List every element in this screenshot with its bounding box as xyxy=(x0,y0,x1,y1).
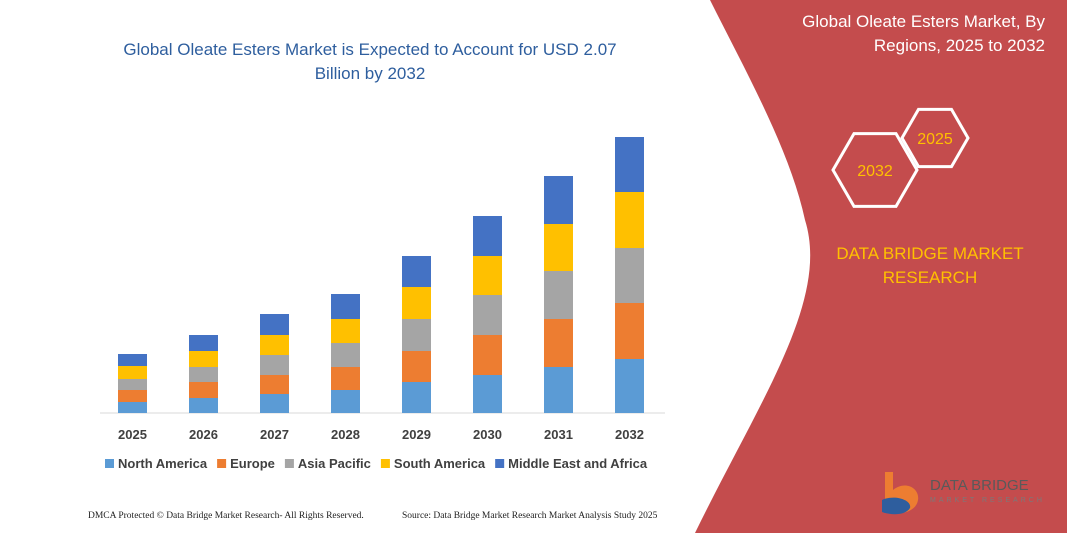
footer-left: DMCA Protected © Data Bridge Market Rese… xyxy=(88,510,364,521)
logo-tagline: MARKET RESEARCH xyxy=(930,497,1045,504)
bar-segment xyxy=(260,314,289,335)
bar-segment xyxy=(331,390,360,413)
bar-segment xyxy=(473,216,502,256)
bar-segment xyxy=(260,335,289,355)
x-tick-label: 2031 xyxy=(544,427,573,442)
legend-label: Middle East and Africa xyxy=(508,456,648,471)
x-tick-label: 2032 xyxy=(615,427,644,442)
side-panel xyxy=(695,0,1067,533)
bar-segment xyxy=(402,256,431,287)
legend-swatch xyxy=(105,459,114,468)
footer-right: Source: Data Bridge Market Research Mark… xyxy=(402,511,658,521)
bar-segment xyxy=(473,335,502,375)
bar-segment xyxy=(402,351,431,382)
hex-label: 2032 xyxy=(857,163,893,180)
bar-segment xyxy=(544,319,573,367)
bar-segment xyxy=(402,382,431,413)
bar-segment xyxy=(615,303,644,359)
bar-segment xyxy=(544,224,573,271)
bar-segment xyxy=(473,295,502,335)
bar-segment xyxy=(615,359,644,413)
brand: DATA BRIDGE MARKET RESEARCH xyxy=(836,244,1024,287)
hexagon xyxy=(831,132,919,208)
bar-segment xyxy=(544,176,573,224)
bar-segment xyxy=(118,366,147,379)
hex-label: 2025 xyxy=(917,131,953,148)
legend-label: South America xyxy=(394,456,486,471)
bar-segment xyxy=(402,319,431,351)
legend-swatch xyxy=(284,459,294,468)
logo-name: DATA BRIDGE xyxy=(930,477,1029,494)
bar-segment xyxy=(189,398,218,413)
bar-segment xyxy=(331,367,360,390)
hexagon xyxy=(900,107,970,169)
bar-segment xyxy=(189,382,218,398)
bar-segment xyxy=(118,354,147,366)
x-tick-label: 2025 xyxy=(118,427,147,442)
x-tick-label: 2027 xyxy=(260,427,289,442)
x-tick-label: 2029 xyxy=(402,427,431,442)
bar-segment xyxy=(118,379,147,390)
bar-segment xyxy=(118,402,147,413)
bar-segment xyxy=(615,248,644,303)
bar-segment xyxy=(331,343,360,367)
bar-segment xyxy=(118,390,147,402)
legend-swatch xyxy=(217,459,227,468)
bar-segment xyxy=(189,335,218,351)
panel-title: Global Oleate Esters Market, By Regions,… xyxy=(802,12,1045,55)
bar-segment xyxy=(615,137,644,192)
bar-segment xyxy=(544,271,573,319)
logo-icon xyxy=(882,497,911,515)
bar-segment xyxy=(473,375,502,413)
bar-segment xyxy=(544,367,573,413)
legend-swatch xyxy=(495,459,505,468)
bar-segment xyxy=(402,287,431,319)
bar-segment xyxy=(260,394,289,413)
bar-segment xyxy=(331,319,360,343)
legend-label: North America xyxy=(118,456,208,471)
x-tick-label: 2028 xyxy=(331,427,360,442)
bar-segment xyxy=(260,355,289,375)
bar-segment xyxy=(189,367,218,382)
legend-label: Europe xyxy=(230,456,275,471)
chart-title: Global Oleate Esters Market is Expected … xyxy=(123,40,617,83)
bar-segment xyxy=(615,192,644,248)
x-tick-label: 2026 xyxy=(189,427,218,442)
bar-segment xyxy=(260,375,289,394)
bar-segment xyxy=(331,294,360,319)
legend-label: Asia Pacific xyxy=(298,456,371,471)
bar-segment xyxy=(189,351,218,367)
bar-segment xyxy=(473,256,502,295)
x-tick-label: 2030 xyxy=(473,427,502,442)
legend-swatch xyxy=(380,459,390,468)
